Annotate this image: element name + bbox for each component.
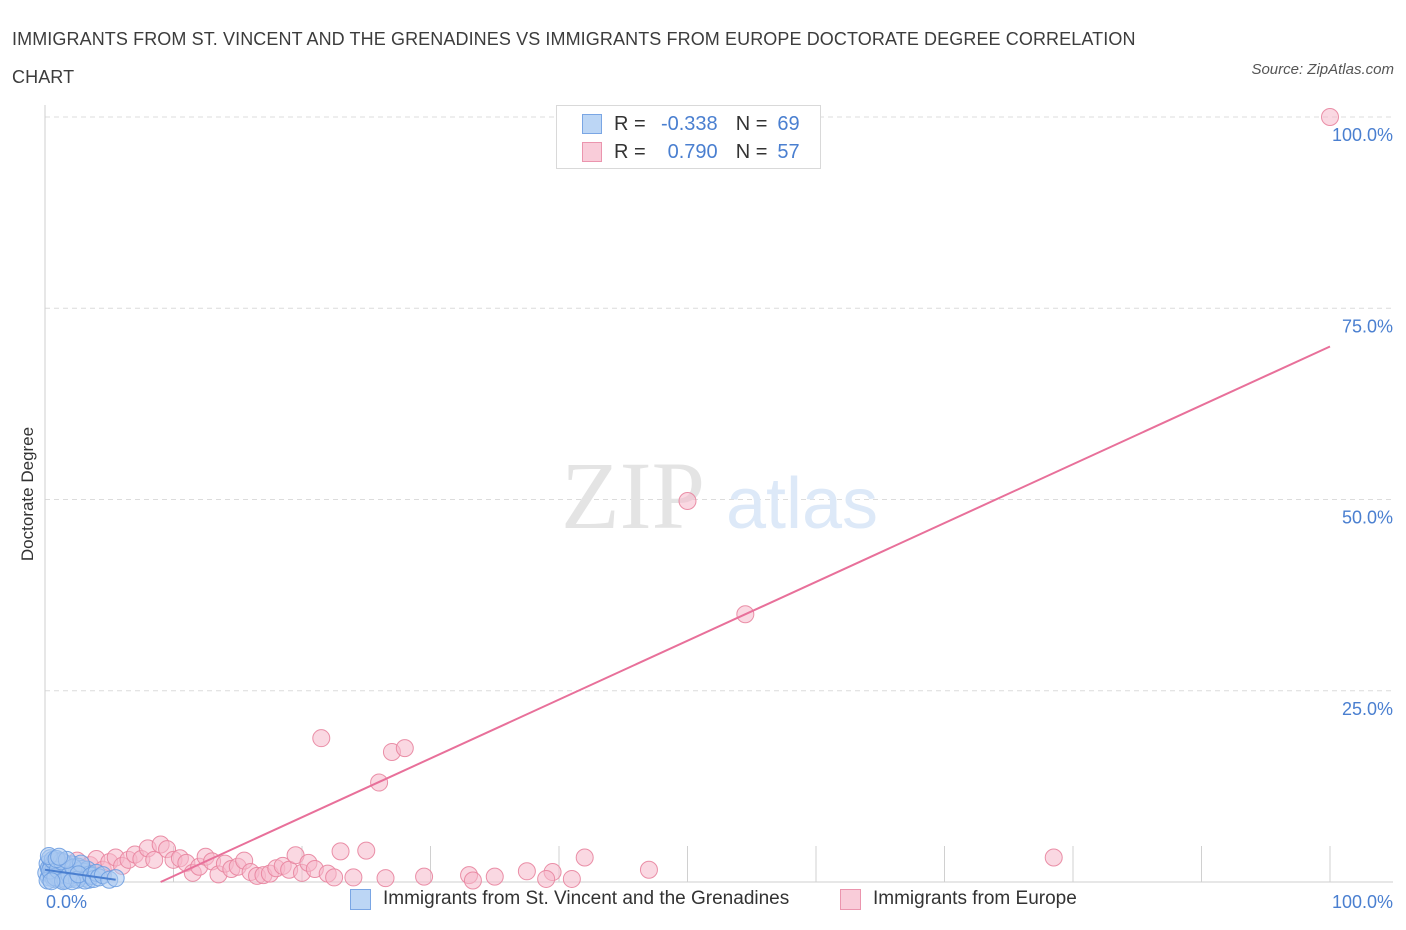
point-st-vincent — [42, 872, 61, 891]
point-europe — [575, 848, 594, 867]
r-label: R = — [614, 140, 646, 163]
x-tick-label: 100.0% — [1332, 892, 1393, 912]
series-legend: Immigrants from St. Vincent and the Gren… — [0, 888, 1406, 916]
point-europe — [376, 869, 395, 888]
y-tick-label: 50.0% — [1342, 508, 1393, 528]
legend-label: Immigrants from Europe — [873, 888, 1077, 909]
y-axis-label: Doctorate Degree — [18, 427, 37, 561]
legend-label: Immigrants from St. Vincent and the Gren… — [383, 888, 790, 909]
grid-lines — [45, 116, 1393, 692]
point-europe — [463, 871, 482, 890]
point-europe — [1044, 848, 1063, 867]
r-value: 0.790 — [667, 140, 718, 163]
point-europe — [517, 862, 536, 881]
legend-item-europe[interactable]: Immigrants from Europe — [840, 888, 1077, 910]
r-label: R = — [614, 112, 646, 135]
watermark-atlas: atlas — [726, 464, 878, 544]
n-value: 69 — [777, 112, 800, 135]
point-europe — [678, 492, 697, 511]
point-europe — [415, 867, 434, 886]
point-st-vincent — [50, 847, 69, 866]
point-europe — [1321, 108, 1339, 126]
point-europe — [485, 867, 504, 886]
n-label: N = — [735, 112, 768, 135]
watermark: ZIP atlas — [561, 442, 878, 549]
n-label: N = — [735, 140, 768, 163]
point-europe — [145, 850, 164, 869]
r-value: -0.338 — [660, 112, 718, 135]
stats-legend: R = -0.338 N = 69 R = 0.790 N = 57 — [556, 105, 821, 169]
source-label: Source: ZipAtlas.com — [1251, 61, 1394, 78]
point-europe — [639, 860, 658, 879]
axes — [44, 105, 1393, 883]
point-europe — [312, 729, 331, 748]
stats-row-blue: R = -0.338 N = 69 — [582, 110, 800, 138]
x-tick-label: 0.0% — [46, 892, 87, 912]
y-tick-label: 75.0% — [1342, 316, 1393, 336]
trend-lines — [44, 345, 1331, 883]
y-tick-label: 25.0% — [1342, 699, 1393, 719]
point-europe — [537, 869, 556, 888]
tick-labels: 25.0% 50.0% 75.0% 100.0% 0.0% 100.0% — [46, 125, 1393, 912]
trend-line-europe — [160, 345, 1331, 883]
point-europe — [562, 869, 581, 888]
point-europe — [344, 868, 363, 887]
blue-swatch — [582, 114, 602, 134]
point-europe — [331, 842, 350, 861]
y-tick-label: 100.0% — [1332, 125, 1393, 145]
pink-swatch — [840, 888, 861, 910]
n-value: 57 — [777, 140, 800, 163]
stats-row-pink: R = 0.790 N = 57 — [582, 138, 800, 166]
blue-swatch — [350, 888, 371, 910]
trend-line-st-vincent — [44, 868, 116, 881]
pink-swatch — [582, 142, 602, 162]
point-europe — [395, 739, 414, 758]
legend-item-st-vincent[interactable]: Immigrants from St. Vincent and the Gren… — [350, 888, 789, 910]
point-europe — [357, 841, 376, 860]
chart-title: IMMIGRANTS FROM ST. VINCENT AND THE GREN… — [12, 29, 1136, 87]
point-europe — [325, 868, 344, 887]
